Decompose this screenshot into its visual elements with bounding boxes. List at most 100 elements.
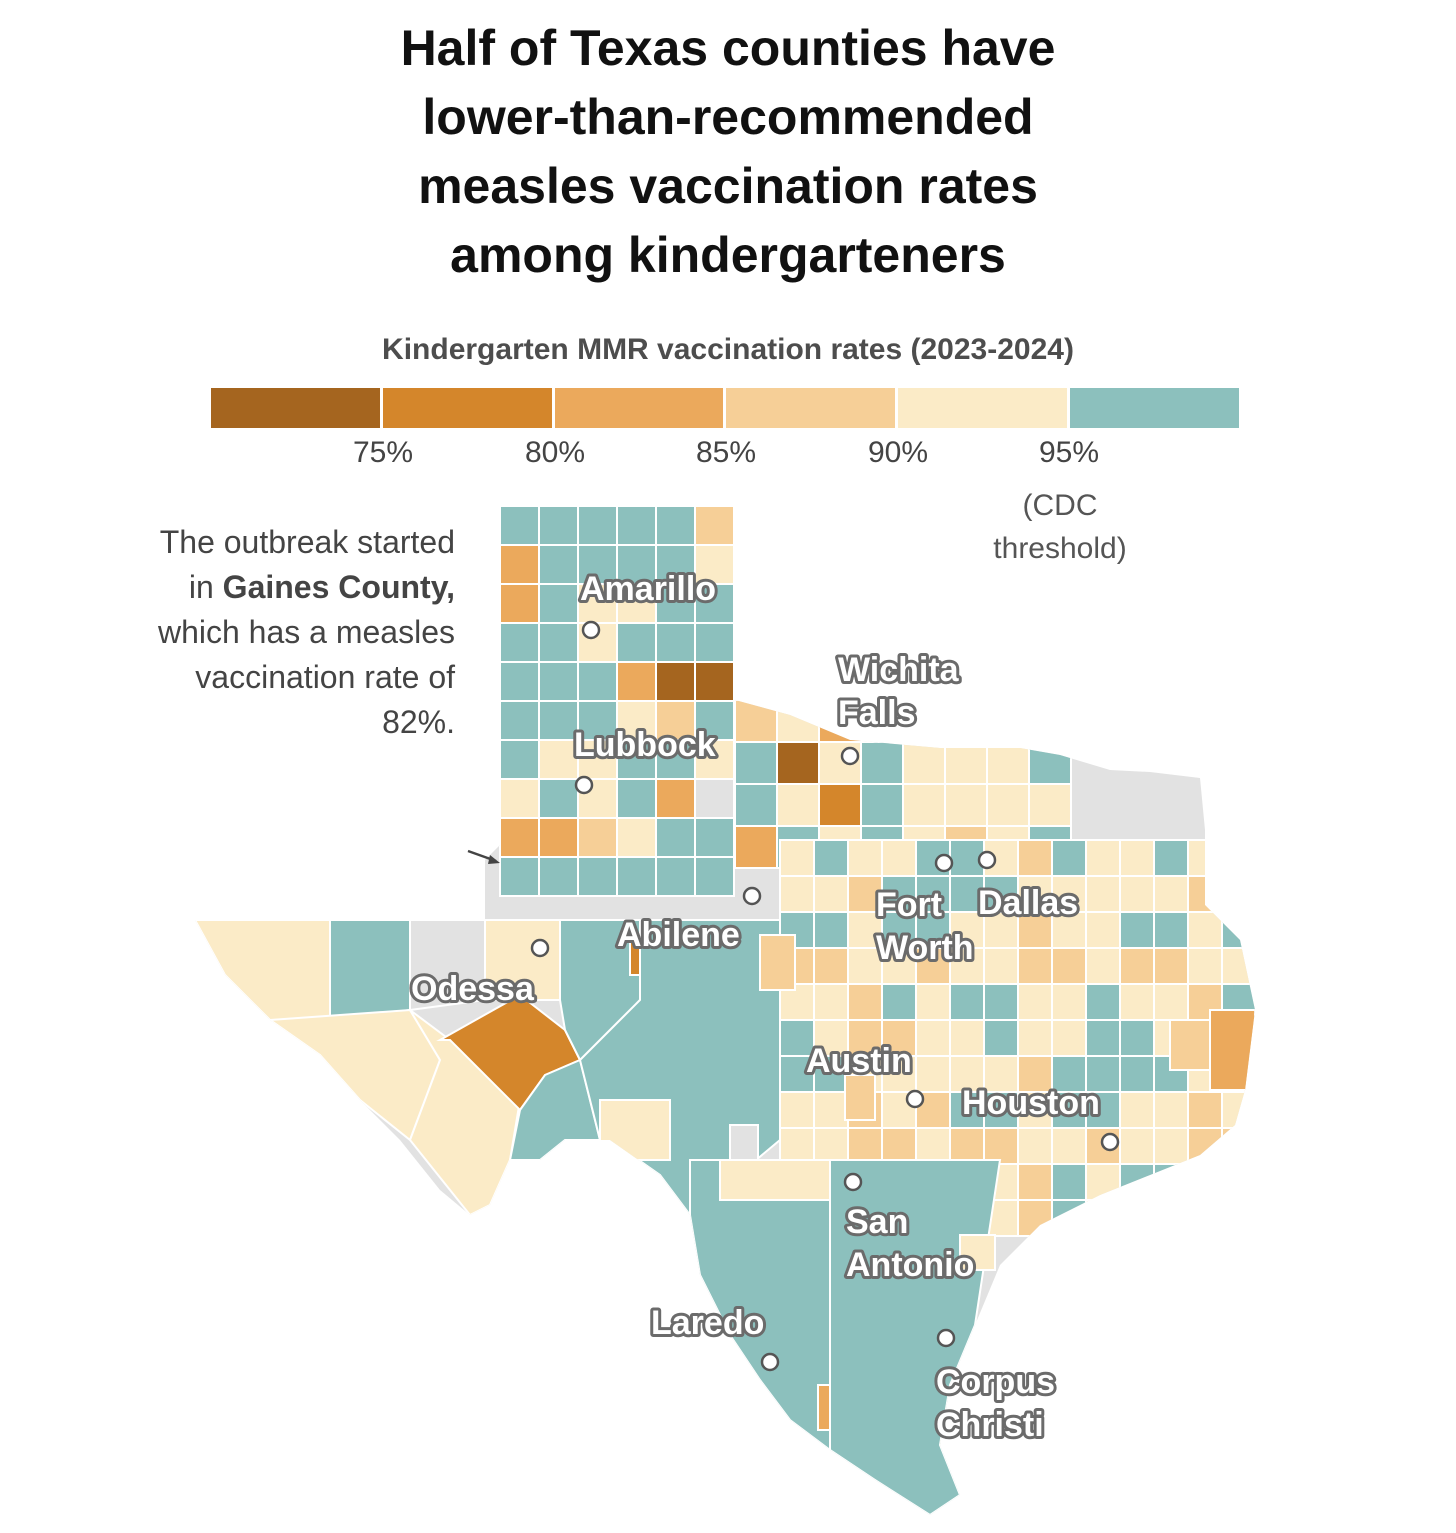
county-east-4-8 — [915, 1127, 951, 1165]
county-east-0-7 — [779, 1091, 815, 1129]
county-east-11-10 — [1153, 1199, 1189, 1237]
county-east-13-10 — [1221, 1199, 1255, 1237]
county-east-9-1 — [1085, 875, 1121, 913]
county-east-1-8 — [813, 1127, 849, 1165]
county-plains-1-3 — [860, 741, 904, 785]
county-panhandle-8-2 — [577, 817, 618, 858]
county-east-8-9 — [1051, 1163, 1087, 1201]
county-coastal-variant — [959, 1234, 996, 1271]
county-east-12-10 — [1187, 1199, 1223, 1237]
county-plains-0-1 — [776, 699, 820, 743]
county-east-13-8 — [1221, 1127, 1255, 1165]
city-label-laredo: Laredo — [651, 1304, 764, 1342]
county-plains-0-0 — [734, 699, 778, 743]
county-plains-2-2 — [818, 783, 862, 827]
county-plains-0-7 — [1028, 699, 1072, 743]
arrow-head — [488, 855, 500, 864]
county-east-12-2 — [1187, 911, 1223, 949]
cdc-threshold-note: (CDC threshold) — [993, 489, 1127, 565]
city-label-corpus-christi-line-2: Christi — [936, 1406, 1044, 1444]
county-east-13-1 — [1221, 875, 1255, 913]
county-plains-0-5 — [944, 699, 988, 743]
county-east-tx-2 — [1209, 1009, 1255, 1091]
county-east-10-0 — [1119, 839, 1155, 877]
county-east-5-4 — [949, 983, 985, 1021]
city-label-fort-worth-line-1: Fort — [876, 886, 942, 924]
county-east-9-5 — [1085, 1019, 1121, 1057]
county-panhandle-9-5 — [694, 856, 735, 897]
county-panhandle-9-3 — [616, 856, 657, 897]
county-plains-1-5 — [944, 741, 988, 785]
county-east-9-0 — [1085, 839, 1121, 877]
county-panhandle-2-0 — [499, 583, 540, 624]
county-panhandle-8-5 — [694, 817, 735, 858]
county-east-13-3 — [1221, 947, 1255, 985]
county-east-3-8 — [881, 1127, 917, 1165]
county-plains-1-7 — [1028, 741, 1072, 785]
county-panhandle-8-4 — [655, 817, 696, 858]
county-terrell-region — [508, 1058, 602, 1161]
city-label-dallas: Dallas — [978, 884, 1078, 922]
city-marker-houston — [1100, 1132, 1120, 1152]
county-east-7-10 — [1017, 1199, 1053, 1237]
county-east-12-8 — [1187, 1127, 1223, 1165]
legend-swatch-bin-1 — [211, 388, 383, 428]
county-east-11-7 — [1153, 1091, 1189, 1129]
county-east-8-3 — [1051, 947, 1087, 985]
county-plains-1-0 — [734, 741, 778, 785]
county-east-tx-1 — [1169, 1019, 1216, 1071]
county-east-7-5 — [1017, 1019, 1053, 1057]
city-label-corpus-christi-line-1: Corpus — [936, 1363, 1055, 1401]
county-east-9-2 — [1085, 911, 1121, 949]
county-east-5-5 — [949, 1019, 985, 1057]
county-panhandle-0-5 — [694, 506, 735, 546]
county-plains-2-3 — [860, 783, 904, 827]
county-east-10-5 — [1119, 1019, 1155, 1057]
county-east-10-3 — [1119, 947, 1155, 985]
county-east-3-4 — [881, 983, 917, 1021]
county-east-12-3 — [1187, 947, 1223, 985]
county-east-8-5 — [1051, 1019, 1087, 1057]
city-label-houston: Houston — [962, 1084, 1100, 1122]
county-panhandle-6-1 — [538, 739, 579, 780]
county-east-12-7 — [1187, 1091, 1223, 1129]
county-panhandle-7-3 — [616, 778, 657, 819]
county-plains-2-7 — [1028, 783, 1072, 827]
county-val-verde-region — [599, 1099, 671, 1161]
county-east-10-4 — [1119, 983, 1155, 1021]
county-plains-2-1 — [776, 783, 820, 827]
county-panhandle-0-1 — [538, 506, 579, 546]
legend-swatch-bin-6 — [1070, 388, 1239, 428]
county-east-11-9 — [1153, 1163, 1189, 1201]
county-east-2-0 — [847, 839, 883, 877]
annotation-arrow — [467, 849, 500, 864]
county-layer — [195, 506, 1255, 1515]
county-panhandle-7-1 — [538, 778, 579, 819]
city-label-amarillo: Amarillo — [580, 570, 716, 608]
county-panhandle-9-1 — [538, 856, 579, 897]
county-east-10-6 — [1119, 1055, 1155, 1093]
county-panhandle-0-0 — [499, 506, 540, 546]
county-panhandle-4-4 — [655, 661, 696, 702]
county-east-6-8 — [983, 1127, 1019, 1165]
city-label-abilene: Abilene — [617, 916, 740, 954]
county-east-7-3 — [1017, 947, 1053, 985]
county-bastrop-region — [844, 1074, 876, 1121]
county-east-4-5 — [915, 1019, 951, 1057]
county-panhandle-2-1 — [538, 583, 579, 624]
county-panhandle-7-4 — [655, 778, 696, 819]
city-label-lubbock: Lubbock — [574, 726, 716, 764]
county-east-7-0 — [1017, 839, 1053, 877]
county-east-12-0 — [1187, 839, 1223, 877]
county-panhandle-6-0 — [499, 739, 540, 780]
county-east-10-10 — [1119, 1199, 1155, 1237]
county-east-12-9 — [1187, 1163, 1223, 1201]
chart-title: Half of Texas counties have lower-than-r… — [400, 20, 1056, 283]
county-plains-1-1 — [776, 741, 820, 785]
county-east-13-9 — [1221, 1163, 1255, 1201]
county-hudspeth-region — [329, 919, 411, 1022]
county-panhandle-3-3 — [616, 622, 657, 663]
county-plains-2-4 — [902, 783, 946, 827]
county-east-4-6 — [915, 1055, 951, 1093]
